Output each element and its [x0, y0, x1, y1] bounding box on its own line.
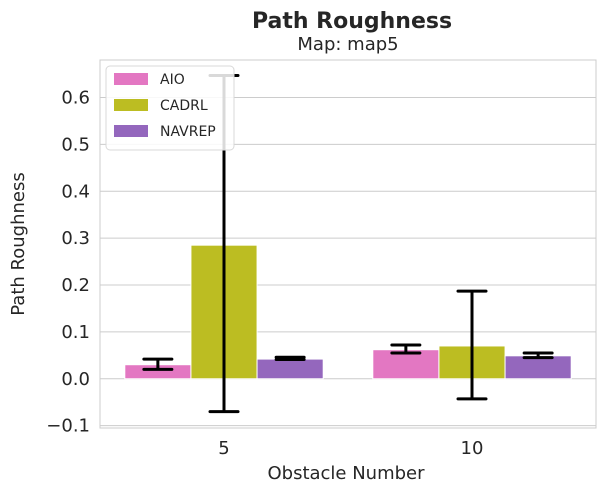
chart-subtitle: Map: map5	[297, 34, 398, 55]
legend-label-cadrl: CADRL	[160, 98, 208, 114]
y-tick-label: 0.5	[61, 134, 90, 155]
y-tick-label: 0.4	[61, 181, 90, 202]
error-bar-aio-5	[142, 357, 174, 371]
y-tick-label: 0.1	[61, 322, 90, 343]
bar-navrep-5	[256, 358, 324, 380]
legend-label-aio: AIO	[160, 72, 185, 88]
legend-swatch-aio	[114, 73, 148, 85]
x-tick-label: 5	[218, 438, 229, 459]
error-bar-cadrl-10	[456, 289, 488, 401]
y-tick-label: −0.1	[46, 416, 90, 437]
x-axis-label: Obstacle Number	[267, 463, 425, 484]
error-bar-navrep-5	[274, 355, 306, 362]
legend: AIO CADRL NAVREP	[105, 65, 235, 151]
plot-frame	[99, 59, 597, 429]
bar-navrep-10	[504, 355, 572, 380]
y-tick-label: 0.2	[61, 275, 90, 296]
y-tick-label: 0.6	[61, 88, 90, 109]
y-tick-labels: −0.1 0.0 0.1 0.2 0.3 0.4 0.5 0.6	[46, 88, 90, 437]
legend-swatch-cadrl	[114, 99, 148, 111]
x-tick-label: 10	[461, 438, 484, 459]
y-tick-label: 0.3	[61, 228, 90, 249]
legend-label-navrep: NAVREP	[160, 124, 216, 140]
error-bar-aio-10	[390, 343, 422, 355]
y-tick-label: 0.0	[61, 369, 90, 390]
x-tick-labels: 5 10	[218, 438, 483, 459]
legend-swatch-navrep	[114, 125, 148, 137]
chart-title: Path Roughness	[252, 9, 452, 34]
y-axis-label: Path Roughness	[8, 172, 29, 315]
error-bar-navrep-10	[522, 351, 554, 360]
